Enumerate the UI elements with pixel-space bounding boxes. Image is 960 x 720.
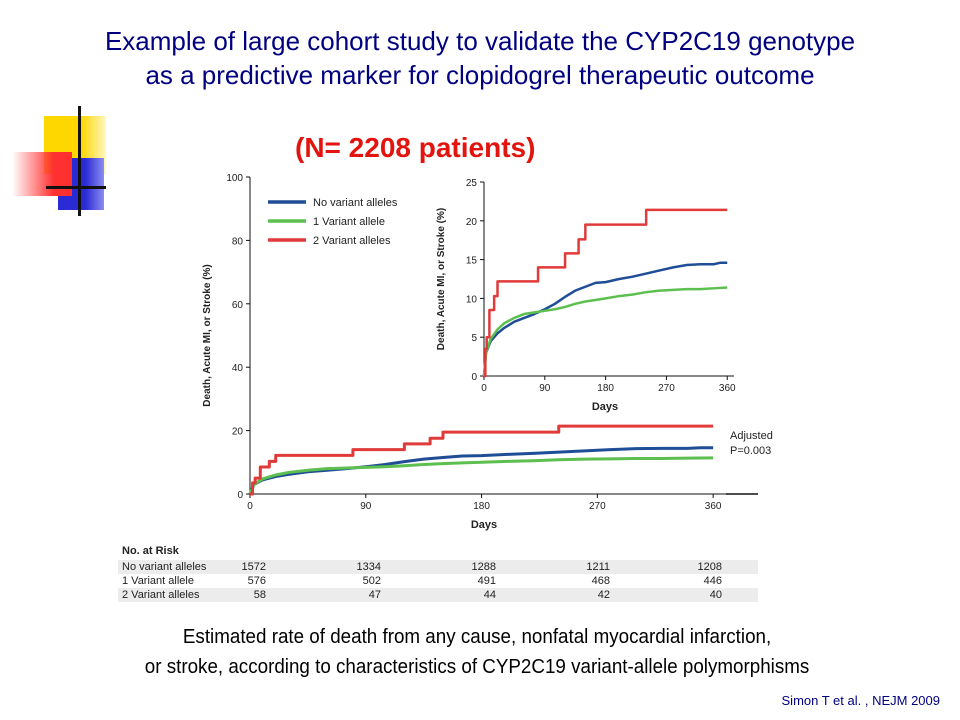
risk-row-label: No variant alleles xyxy=(122,561,207,573)
series-line-1-variant-allele xyxy=(248,456,714,495)
risk-row-two-variant: 2 Variant alleles 58 47 44 42 40 xyxy=(118,588,758,602)
x-tick-label: 180 xyxy=(597,383,614,394)
y-axis-label: Death, Acute MI, or Stroke (%) xyxy=(202,264,213,406)
risk-cell: 1572 xyxy=(241,561,266,573)
y-tick-label: 80 xyxy=(232,236,244,247)
x-tick-label: 0 xyxy=(247,501,253,512)
x-tick-label: 90 xyxy=(360,501,372,512)
x-tick-label: 270 xyxy=(589,501,606,512)
risk-table-title: No. at Risk xyxy=(122,545,179,557)
risk-row-label: 2 Variant alleles xyxy=(122,589,200,601)
y-tick-label: 100 xyxy=(226,173,243,184)
caption-line-1: Estimated rate of death from any cause, … xyxy=(182,626,772,648)
cohort-size: (N= 2208 patients) xyxy=(295,132,536,163)
y-tick-label: 0 xyxy=(237,490,243,501)
series-line-2-variant-alleles xyxy=(484,208,728,378)
y-tick-label: 15 xyxy=(466,256,478,267)
y-tick-label: 25 xyxy=(466,178,478,189)
risk-cell: 40 xyxy=(709,589,722,601)
y-tick-label: 0 xyxy=(471,372,477,383)
y-tick-label: 40 xyxy=(232,363,244,374)
y-tick-label: 20 xyxy=(466,217,478,228)
x-tick-label: 0 xyxy=(481,383,487,394)
series-line-no-variant-alleles xyxy=(482,261,728,377)
risk-row-label: 1 Variant allele xyxy=(122,575,194,587)
x-tick-label: 270 xyxy=(658,383,675,394)
risk-cell: 44 xyxy=(483,589,496,601)
corner-ornament xyxy=(12,106,132,216)
risk-row-one-variant: 1 Variant allele 576 502 491 468 446 xyxy=(118,574,758,588)
risk-table: No. at Risk No variant alleles 1572 1334… xyxy=(118,542,758,602)
legend-label: 1 Variant allele xyxy=(313,216,385,228)
inset-background xyxy=(430,168,760,418)
x-tick-label: 180 xyxy=(473,501,490,512)
legend-label: No variant alleles xyxy=(313,197,398,209)
x-tick-label: 360 xyxy=(705,501,722,512)
title-line-2: as a predictive marker for clopidogrel t… xyxy=(145,60,815,90)
risk-cell: 47 xyxy=(368,589,381,601)
y-tick-label: 60 xyxy=(232,300,244,311)
risk-cell: 576 xyxy=(247,575,266,587)
x-axis-label: Days xyxy=(471,519,497,531)
risk-cell: 491 xyxy=(477,575,496,587)
y-tick-label: 20 xyxy=(232,427,244,438)
risk-cell: 468 xyxy=(591,575,610,587)
risk-cell: 1211 xyxy=(586,561,610,573)
series-line-1-variant-allele xyxy=(482,286,728,377)
risk-cell: 42 xyxy=(597,589,610,601)
y-axis-label: Death, Acute MI, or Stroke (%) xyxy=(436,208,447,350)
caption-line-2: or stroke, according to characteristics … xyxy=(144,656,810,678)
y-tick-label: 5 xyxy=(471,333,477,344)
legend-label: 2 Variant alleles xyxy=(313,235,391,247)
x-tick-label: 90 xyxy=(539,383,551,394)
title-line-1: Example of large cohort study to validat… xyxy=(104,26,856,56)
inset-plot: 0 90 180 270 360 0 5 10 15 20 25 Days Death, Acute M… xyxy=(430,168,760,418)
p-value-label: P=0.003 xyxy=(730,445,771,457)
series-line-no-variant-alleles xyxy=(248,446,714,495)
risk-cell: 502 xyxy=(362,575,381,587)
risk-cell: 58 xyxy=(253,589,266,601)
risk-cell: 446 xyxy=(703,575,722,587)
x-axis-label: Days xyxy=(592,401,618,413)
ornament-horizontal-line xyxy=(46,186,106,189)
slide-title: Example of large cohort study to validat… xyxy=(0,24,960,92)
x-tick-label: 360 xyxy=(719,383,736,394)
ornament-vertical-line xyxy=(78,106,81,216)
series-line-2-variant-alleles xyxy=(250,424,714,496)
risk-cell: 1334 xyxy=(356,561,381,573)
citation: Simon T et al. , NEJM 2009 xyxy=(781,693,940,708)
adjusted-label: Adjusted xyxy=(730,430,773,442)
risk-cell: 1208 xyxy=(697,561,722,573)
risk-cell: 1288 xyxy=(471,561,496,573)
risk-row-no-variant: No variant alleles 1572 1334 1288 1211 1… xyxy=(118,560,758,574)
y-tick-label: 10 xyxy=(466,294,478,305)
